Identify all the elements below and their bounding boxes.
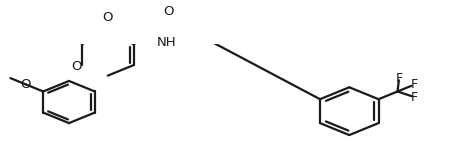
Text: O: O [21, 78, 31, 91]
Text: O: O [164, 5, 174, 18]
Text: O: O [103, 11, 113, 24]
Text: F: F [395, 72, 403, 85]
Text: O: O [72, 60, 82, 73]
Text: F: F [410, 78, 417, 91]
Text: NH: NH [157, 36, 176, 49]
Text: F: F [411, 91, 418, 104]
